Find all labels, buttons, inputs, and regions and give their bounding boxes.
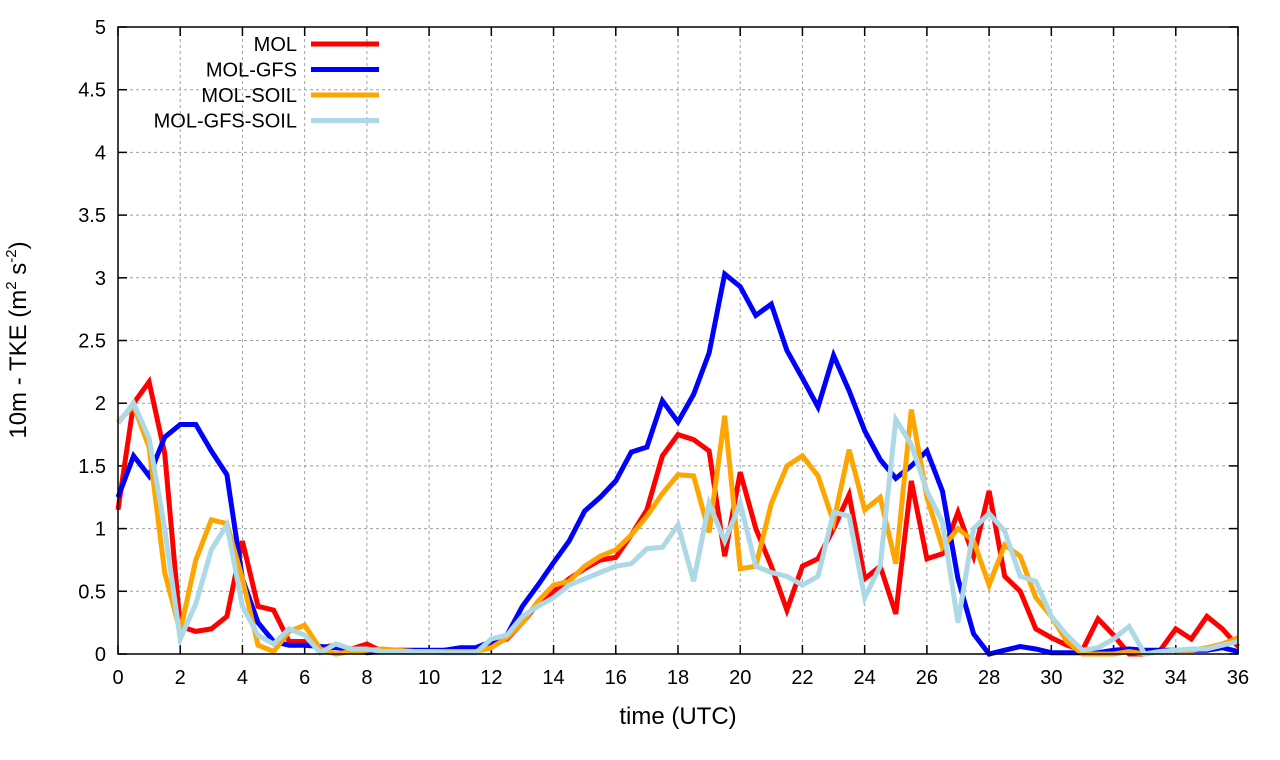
x-tick-label: 12 [480,667,502,689]
x-tick-label: 26 [916,667,938,689]
x-tick-label: 30 [1040,667,1062,689]
y-tick-label: 1.5 [78,456,106,478]
y-axis-label: 10m - TKE (m2 s-2) [3,241,32,438]
y-label-mid: s [5,263,32,282]
x-tick-label: 0 [112,667,123,689]
legend: MOL MOL-GFS MOL-SOIL MOL-GFS-SOIL [154,34,379,133]
series-lines [115,269,1240,657]
series-line-mol-gfs [115,269,1239,657]
x-tick-label: 22 [791,667,813,689]
x-tick-label: 20 [729,667,751,689]
series-line-mol [115,375,1240,657]
y-label-end: ) [5,241,32,249]
x-tick-label: 32 [1102,667,1124,689]
x-tick-label: 10 [418,667,440,689]
x-tick-label: 18 [667,667,689,689]
plot-frame [117,26,1239,655]
x-tick-label: 2 [175,667,186,689]
axis-ticks: 0 2 4 6 8 10 12 14 16 18 20 22 24 26 28 30 32 34 3600.511.… [78,17,1249,689]
y-tick-label: 3 [95,268,106,290]
y-tick-label: 0.5 [78,581,106,603]
legend-label: MOL-GFS-SOIL [154,111,297,133]
legend-label: MOL-SOIL [201,85,297,107]
x-tick-label: 16 [605,667,627,689]
x-tick-label: 34 [1165,667,1187,689]
x-tick-label: 28 [978,667,1000,689]
legend-label: MOL-GFS [206,60,297,82]
y-tick-label: 5 [95,17,106,39]
x-tick-label: 8 [361,667,372,689]
y-tick-label: 4.5 [78,80,106,102]
y-label-sup2: -2 [3,249,20,262]
y-tick-label: 1 [95,519,106,541]
y-tick-label: 4 [95,142,106,164]
x-tick-label: 4 [237,667,248,689]
y-tick-label: 2 [95,393,106,415]
y-label-base: 10m - TKE (m [5,290,32,439]
x-tick-label: 36 [1227,667,1249,689]
legend-label: MOL [254,34,297,56]
y-tick-label: 0 [95,644,106,666]
x-tick-label: 6 [299,667,310,689]
x-axis-label: time (UTC) [619,703,736,730]
x-tick-label: 14 [542,667,564,689]
y-label-sup1: 2 [3,281,20,289]
y-tick-label: 2.5 [78,331,106,353]
series-line-mol-gfs-soil [116,398,1239,657]
x-tick-label: 24 [854,667,876,689]
y-tick-label: 3.5 [78,205,106,227]
